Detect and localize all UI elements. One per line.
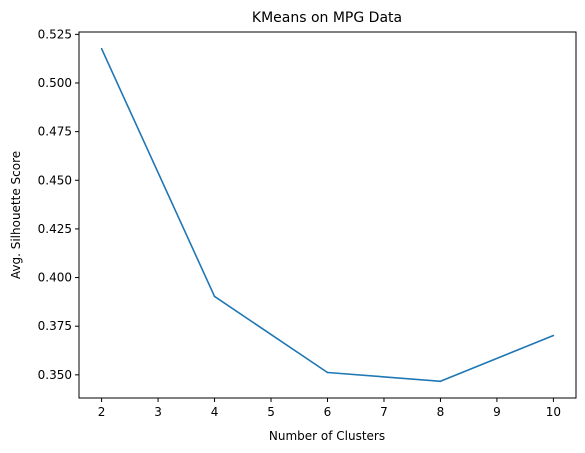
plot-frame	[78, 31, 577, 399]
y-tick-label: 0.475	[38, 125, 72, 139]
x-tick-label: 5	[267, 405, 275, 419]
data-point-0-4	[552, 334, 555, 337]
x-tick-label: 9	[493, 405, 501, 419]
y-tick-label: 0.375	[38, 319, 72, 333]
x-axis-label: Number of Clusters	[269, 429, 385, 443]
data-point-0-1	[213, 295, 216, 298]
data-point-0-0	[100, 47, 103, 50]
y-tick-label: 0.400	[38, 271, 72, 285]
x-tick-label: 6	[324, 405, 332, 419]
y-axis-label: Avg. Silhouette Score	[9, 151, 23, 279]
x-tick-label: 8	[437, 405, 445, 419]
x-tick-label: 3	[154, 405, 162, 419]
series-line-0	[100, 48, 554, 383]
data-point-0-2	[326, 371, 329, 374]
x-axis-ticks: 2 3 4 5 6 7 8 9 10	[98, 398, 561, 419]
y-tick-label: 0.450	[38, 173, 72, 187]
x-tick-label: 4	[211, 405, 219, 419]
plot-area	[100, 47, 555, 383]
chart-title: KMeans on MPG Data	[252, 10, 402, 26]
data-point-0-3	[439, 380, 442, 383]
x-tick-label: 2	[98, 405, 106, 419]
x-tick-label: 7	[380, 405, 388, 419]
y-tick-label: 0.350	[38, 368, 72, 382]
y-axis-ticks: 0.350 0.375 0.400 0.425 0.450 0.475 0.500 0.525	[38, 27, 79, 382]
x-tick-label: 10	[546, 405, 561, 419]
y-tick-label: 0.500	[38, 76, 72, 90]
y-tick-label: 0.525	[38, 27, 72, 41]
y-tick-label: 0.425	[38, 222, 72, 236]
